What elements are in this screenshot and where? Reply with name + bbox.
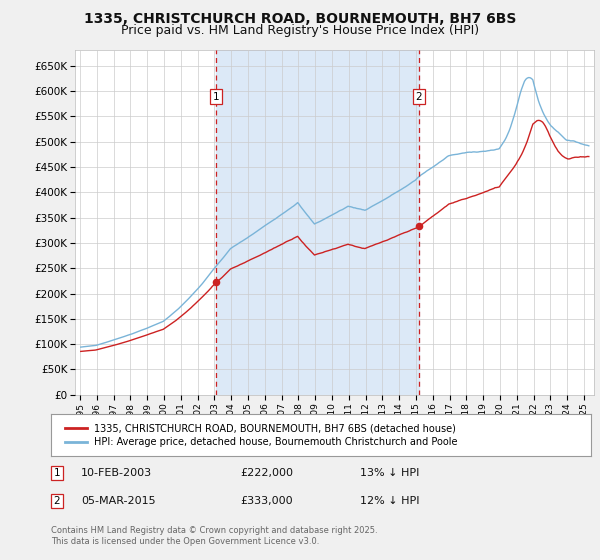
Text: Contains HM Land Registry data © Crown copyright and database right 2025.
This d: Contains HM Land Registry data © Crown c…	[51, 526, 377, 546]
Text: 1: 1	[213, 92, 220, 102]
Text: £222,000: £222,000	[240, 468, 293, 478]
Text: £333,000: £333,000	[240, 496, 293, 506]
Text: 10-FEB-2003: 10-FEB-2003	[81, 468, 152, 478]
Text: 12% ↓ HPI: 12% ↓ HPI	[360, 496, 419, 506]
Bar	[216, 50, 419, 395]
Text: 1335, CHRISTCHURCH ROAD, BOURNEMOUTH, BH7 6BS: 1335, CHRISTCHURCH ROAD, BOURNEMOUTH, BH…	[84, 12, 516, 26]
Text: 13% ↓ HPI: 13% ↓ HPI	[360, 468, 419, 478]
Point	[211, 278, 221, 287]
Text: 1: 1	[53, 468, 61, 478]
Text: Price paid vs. HM Land Registry's House Price Index (HPI): Price paid vs. HM Land Registry's House …	[121, 24, 479, 36]
Point	[414, 222, 424, 231]
Legend: 1335, CHRISTCHURCH ROAD, BOURNEMOUTH, BH7 6BS (detached house), HPI: Average pri: 1335, CHRISTCHURCH ROAD, BOURNEMOUTH, BH…	[61, 419, 462, 451]
Text: 05-MAR-2015: 05-MAR-2015	[81, 496, 155, 506]
Text: 2: 2	[53, 496, 61, 506]
Text: 2: 2	[416, 92, 422, 102]
